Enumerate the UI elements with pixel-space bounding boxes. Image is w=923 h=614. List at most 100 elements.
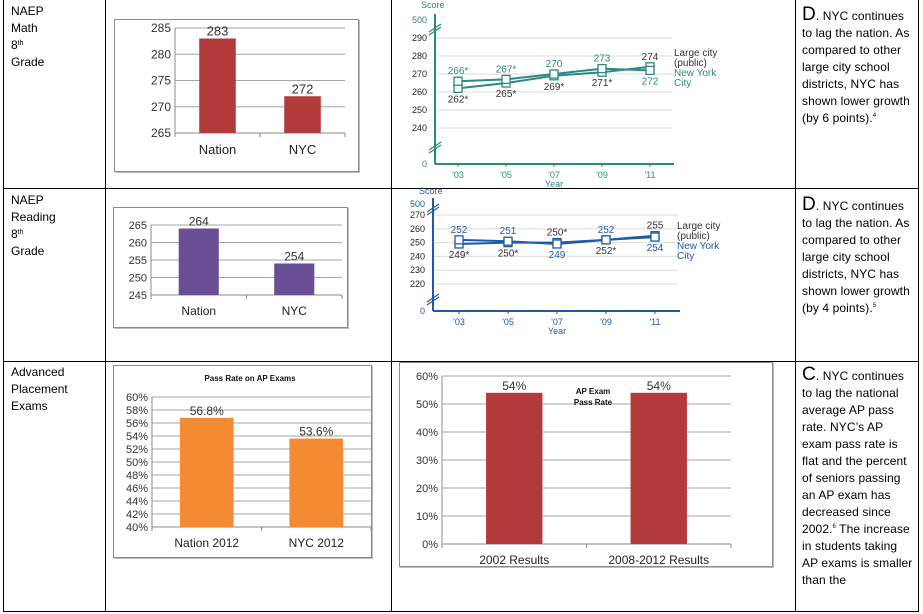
legend-text: New York	[677, 241, 720, 252]
label-line: Math	[11, 21, 38, 35]
row-label-naep-math: NAEP Math 8th Grade	[11, 3, 44, 71]
y-tick-label: 270	[151, 100, 171, 114]
data-label: 266*	[448, 66, 469, 77]
y-tick-label: 60%	[126, 392, 148, 404]
note-naep-reading: D. NYC continues to lag the nation. As c…	[802, 195, 914, 317]
bar-2002-results	[486, 392, 543, 544]
y-tick-label: 220	[410, 279, 425, 289]
bar-2008-2012-results	[630, 392, 687, 544]
chart-title-line: AP Exam	[576, 387, 611, 396]
x-tick-label: '05	[502, 317, 514, 327]
table-divider-col2	[391, 0, 392, 612]
data-point-marker	[597, 63, 607, 74]
footnote-ref: 6	[832, 524, 836, 530]
table-row-divider-2	[3, 361, 919, 362]
data-label: 56.8%	[190, 404, 224, 418]
x-tick-label: '03	[453, 317, 465, 327]
grade-letter: D	[802, 4, 816, 25]
table-border-left	[3, 0, 4, 612]
y-tick-label: 40%	[416, 427, 438, 439]
y-tick-label: 58%	[126, 405, 148, 417]
y-tick-label: 240	[410, 251, 425, 261]
bar-nation	[178, 228, 219, 295]
data-point-marker	[601, 235, 611, 245]
bar-nation-2012	[179, 417, 234, 527]
footnote-ref: 5	[872, 303, 877, 309]
label-line: 8th	[11, 38, 24, 52]
y-tick-label: 500	[410, 199, 425, 209]
data-point-marker	[549, 69, 559, 79]
label-line: Advanced	[11, 365, 65, 379]
x-tick-label: '05	[500, 170, 512, 180]
y-tick-label: 40%	[126, 522, 148, 534]
y-axis-title: Score	[419, 186, 443, 196]
grade-letter: C	[802, 364, 816, 385]
table-border-bottom	[3, 611, 919, 612]
y-tick-label: 280	[151, 47, 171, 61]
x-axis-title: Year	[545, 179, 563, 189]
data-label: 252	[451, 225, 468, 236]
note-text: . NYC continues to lag the nation. As co…	[802, 9, 910, 125]
y-tick-label: 245	[129, 290, 147, 302]
note-naep-math: D. NYC continues to lag the nation. As c…	[802, 4, 914, 127]
y-tick-label: 275	[151, 74, 171, 88]
y-tick-label: 250	[412, 105, 427, 115]
x-tick-label: '11	[649, 317, 660, 327]
x-tick-label: '03	[452, 170, 464, 180]
axis-break	[428, 23, 442, 33]
data-label: 254	[284, 250, 304, 264]
bar-nation	[199, 38, 236, 133]
y-tick-label: 280	[412, 51, 427, 61]
y-tick-label: 50%	[126, 457, 148, 469]
y-tick-label: 260	[410, 224, 425, 234]
data-label: 272	[292, 81, 314, 96]
data-label: 53.6%	[299, 425, 333, 439]
x-category-label: 2008-2012 Results	[608, 553, 709, 567]
note-text: . NYC continues to lag the nation. As co…	[802, 199, 910, 315]
label-line: Grade	[11, 244, 45, 258]
data-point-marker	[453, 76, 463, 86]
data-point-marker	[552, 239, 562, 249]
data-label: 249*	[449, 250, 470, 261]
legend-text: City	[677, 251, 694, 262]
legend-text: Large city	[677, 221, 720, 232]
y-tick-label: 0	[422, 159, 427, 169]
y-tick-label: 56%	[126, 418, 148, 430]
data-label: 264	[189, 215, 209, 229]
data-point-marker	[503, 236, 513, 246]
data-label: 254	[647, 243, 664, 254]
chart-title-line: Pass Rate	[574, 398, 613, 407]
y-tick-label: 260	[129, 237, 147, 249]
data-label: 267*	[496, 64, 517, 75]
axis-break	[426, 296, 440, 306]
data-label: 250*	[498, 249, 519, 260]
bar-nyc	[284, 96, 321, 133]
y-tick-label: 265	[129, 220, 147, 232]
axis-break	[426, 293, 440, 303]
x-category-label: NYC	[289, 142, 316, 157]
footnote-ref: 4	[872, 113, 877, 119]
chart-frame-math-bar	[114, 19, 359, 172]
label-line: Exams	[11, 399, 48, 413]
y-tick-label: 260	[412, 87, 427, 97]
axis-break	[426, 203, 440, 213]
row-label-naep-reading: NAEP Reading 8th Grade	[11, 192, 56, 260]
x-tick-label: '07	[548, 170, 560, 180]
data-label: 251	[500, 226, 517, 237]
data-label: 265*	[496, 89, 517, 100]
label-line: Grade	[11, 55, 45, 69]
legend-text: City	[674, 78, 691, 89]
y-tick-label: 46%	[126, 483, 148, 495]
note-text: . NYC continues to lag the national aver…	[802, 369, 907, 536]
data-point-marker	[501, 74, 511, 85]
note-ap-exams: C. NYC continues to lag the national ave…	[802, 364, 914, 589]
data-label: 252	[598, 225, 615, 236]
y-tick-label: 500	[412, 15, 427, 25]
data-label: 273	[594, 54, 611, 65]
data-point-marker	[650, 232, 660, 242]
data-label: 262*	[448, 94, 469, 105]
data-label: 250*	[547, 228, 568, 239]
y-tick-label: 44%	[126, 496, 148, 508]
bar-nyc	[274, 263, 315, 295]
